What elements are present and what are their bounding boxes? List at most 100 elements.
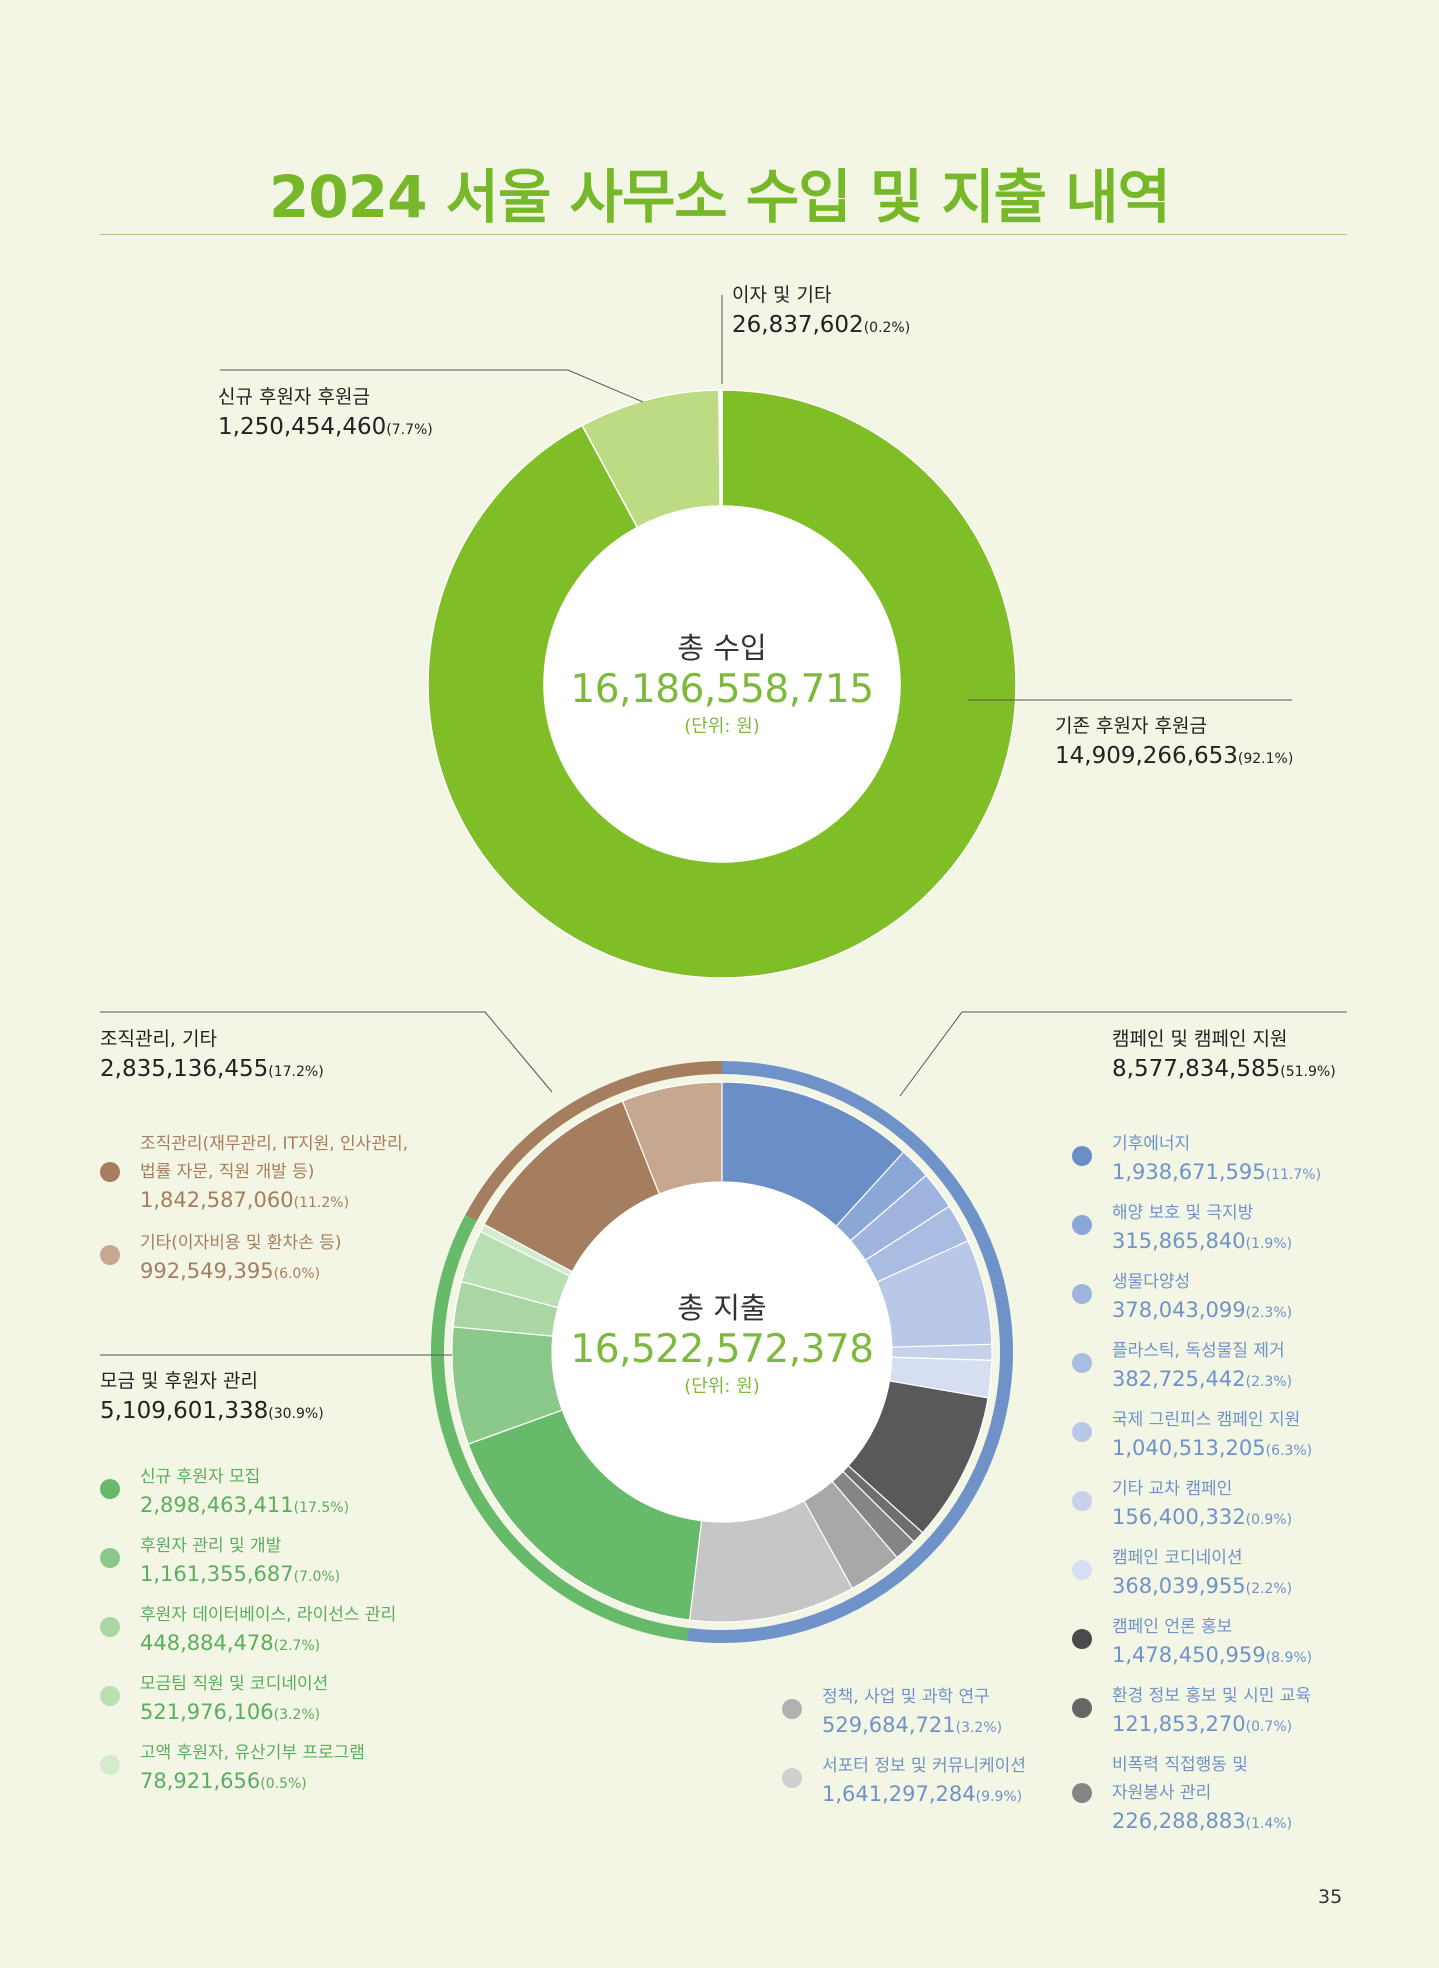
legend-name: 캠페인 언론 홍보 bbox=[1112, 1617, 1233, 1637]
legend-dot bbox=[100, 1162, 120, 1182]
legend-dot bbox=[1072, 1629, 1092, 1649]
label-existing-donors-value: 14,909,266,653 bbox=[1055, 743, 1238, 769]
legend-pct: (0.5%) bbox=[260, 1776, 307, 1792]
legend-value: 315,865,840 bbox=[1112, 1229, 1246, 1253]
legend-name: 후원자 데이터베이스, 라이선스 관리 bbox=[140, 1605, 397, 1625]
label-interest: 이자 및 기타 26,837,602(0.2%) bbox=[732, 282, 910, 345]
legend-name: 플라스틱, 독성물질 제거 bbox=[1112, 1341, 1285, 1361]
legend-value: 1,641,297,284 bbox=[822, 1782, 976, 1806]
group-org-name: 조직관리, 기타 bbox=[100, 1028, 217, 1050]
expense-center-title: 총 지출 bbox=[677, 1291, 767, 1325]
label-new-donors-pct: (7.7%) bbox=[386, 422, 433, 438]
legend-pct: (9.9%) bbox=[975, 1789, 1023, 1805]
legend-dot bbox=[1072, 1422, 1092, 1442]
legend-name: 신규 후원자 모집 bbox=[140, 1467, 261, 1487]
legend-value: 1,161,355,687 bbox=[140, 1562, 294, 1586]
legend-dot bbox=[100, 1617, 120, 1637]
legend-name: 고액 후원자, 유산기부 프로그램 bbox=[140, 1743, 365, 1763]
legend-value: 378,043,099 bbox=[1112, 1298, 1246, 1322]
legend-pct: (7.0%) bbox=[293, 1569, 341, 1585]
legend-dot bbox=[1072, 1783, 1092, 1803]
legend-pct: (11.7%) bbox=[1265, 1167, 1322, 1183]
title-divider bbox=[100, 234, 1347, 235]
legend-pct: (6.0%) bbox=[273, 1266, 321, 1282]
legend-name: 정책, 사업 및 과학 연구 bbox=[822, 1687, 990, 1707]
legend-pct: (3.2%) bbox=[955, 1720, 1003, 1736]
legend-value: 1,842,587,060 bbox=[140, 1188, 294, 1212]
legend-name: 기타 교차 캠페인 bbox=[1112, 1479, 1233, 1499]
legend-value: 368,039,955 bbox=[1112, 1574, 1246, 1598]
legend-value: 1,478,450,959 bbox=[1112, 1643, 1266, 1667]
legend-pct: (1.4%) bbox=[1245, 1816, 1293, 1832]
leader-line-org bbox=[100, 1011, 553, 1093]
legend-dot bbox=[1072, 1353, 1092, 1373]
legend-value: 521,976,106 bbox=[140, 1700, 274, 1724]
income-center: 총 수입 16,186,558,715 (단위: 원) bbox=[512, 630, 932, 740]
legend-name: 모금팀 직원 및 코디네이션 bbox=[140, 1674, 329, 1694]
leader-line-campaign bbox=[899, 1011, 1347, 1097]
legend-dot bbox=[1072, 1698, 1092, 1718]
legend-name: 기후에너지 bbox=[1112, 1134, 1191, 1154]
legend-pct: (6.3%) bbox=[1265, 1443, 1313, 1459]
page-title: 2024 서울 사무소 수입 및 지출 내역 bbox=[269, 163, 1171, 231]
legend-dot bbox=[100, 1755, 120, 1775]
legend-value: 529,684,721 bbox=[822, 1713, 956, 1737]
expense-center-disc bbox=[552, 1182, 892, 1522]
expense-unit: (단위: 원) bbox=[684, 1376, 760, 1397]
legend-pct: (17.5%) bbox=[293, 1500, 350, 1516]
legend-pct: (0.9%) bbox=[1245, 1512, 1293, 1528]
group-label-org: 조직관리, 기타 2,835,136,455(17.2%) bbox=[100, 1026, 324, 1089]
legend-value: 992,549,395 bbox=[140, 1259, 274, 1283]
income-slice-2 bbox=[718, 389, 723, 507]
legend-value: 156,400,332 bbox=[1112, 1505, 1246, 1529]
group-campaign-name: 캠페인 및 캠페인 지원 bbox=[1112, 1028, 1288, 1050]
income-center-title: 총 수입 bbox=[677, 631, 767, 665]
group-label-fundraising: 모금 및 후원자 관리 5,109,601,338(30.9%) bbox=[100, 1368, 324, 1431]
label-new-donors: 신규 후원자 후원금 1,250,454,460(7.7%) bbox=[218, 384, 433, 447]
legend-value: 1,938,671,595 bbox=[1112, 1160, 1266, 1184]
legend-name: 조직관리(재무관리, IT지원, 인사관리, bbox=[140, 1134, 409, 1154]
legend-value: 78,921,656 bbox=[140, 1769, 261, 1793]
legend-value: 382,725,442 bbox=[1112, 1367, 1246, 1391]
legend-dot bbox=[1072, 1560, 1092, 1580]
legend-dot bbox=[1072, 1491, 1092, 1511]
legend-pct: (11.2%) bbox=[293, 1195, 350, 1211]
legend-dot bbox=[1072, 1284, 1092, 1304]
expense-group-ring-2 bbox=[465, 1061, 722, 1222]
label-interest-name: 이자 및 기타 bbox=[732, 284, 832, 306]
legend-name: 해양 보호 및 극지방 bbox=[1112, 1203, 1254, 1223]
legend-name-2: 법률 자문, 직원 개발 등) bbox=[140, 1162, 315, 1182]
leader-lines bbox=[100, 295, 1347, 1356]
legend-pct: (3.2%) bbox=[273, 1707, 321, 1723]
income-unit: (단위: 원) bbox=[684, 716, 760, 737]
legend-name: 서포터 정보 및 커뮤니케이션 bbox=[822, 1756, 1026, 1776]
legend-dot bbox=[782, 1699, 802, 1719]
label-interest-value: 26,837,602 bbox=[732, 312, 864, 338]
legend-dot bbox=[1072, 1146, 1092, 1166]
label-existing-donors-pct: (92.1%) bbox=[1237, 751, 1294, 767]
legend-pct: (1.9%) bbox=[1245, 1236, 1293, 1252]
expense-group-ring-1 bbox=[430, 1215, 689, 1641]
expense-total-value: 16,522,572,378 bbox=[570, 1327, 874, 1372]
legend-dot bbox=[782, 1768, 802, 1788]
legend-name-2: 자원봉사 관리 bbox=[1112, 1783, 1212, 1803]
legend-value: 121,853,270 bbox=[1112, 1712, 1246, 1736]
legend-dot bbox=[1072, 1215, 1092, 1235]
legend-pct: (0.7%) bbox=[1245, 1719, 1293, 1735]
label-existing-donors-name: 기존 후원자 후원금 bbox=[1055, 715, 1207, 737]
legend-pct: (2.2%) bbox=[1245, 1581, 1293, 1597]
legend-dot bbox=[100, 1245, 120, 1265]
label-existing-donors: 기존 후원자 후원금 14,909,266,653(92.1%) bbox=[1055, 713, 1293, 776]
group-campaign-pct: (51.9%) bbox=[1280, 1064, 1336, 1080]
expense-center: 총 지출 16,522,572,378 (단위: 원) bbox=[512, 1290, 932, 1400]
legend-name: 후원자 관리 및 개발 bbox=[140, 1536, 282, 1556]
legend-dot bbox=[100, 1479, 120, 1499]
legend-pct: (2.7%) bbox=[273, 1638, 321, 1654]
group-fundraising-name: 모금 및 후원자 관리 bbox=[100, 1370, 258, 1392]
label-new-donors-name: 신규 후원자 후원금 bbox=[218, 386, 370, 408]
legend-pct: (8.9%) bbox=[1265, 1650, 1313, 1666]
page-number: 35 bbox=[1318, 1886, 1343, 1908]
legend-value: 226,288,883 bbox=[1112, 1809, 1246, 1833]
legend-name: 비폭력 직접행동 및 bbox=[1112, 1755, 1248, 1775]
